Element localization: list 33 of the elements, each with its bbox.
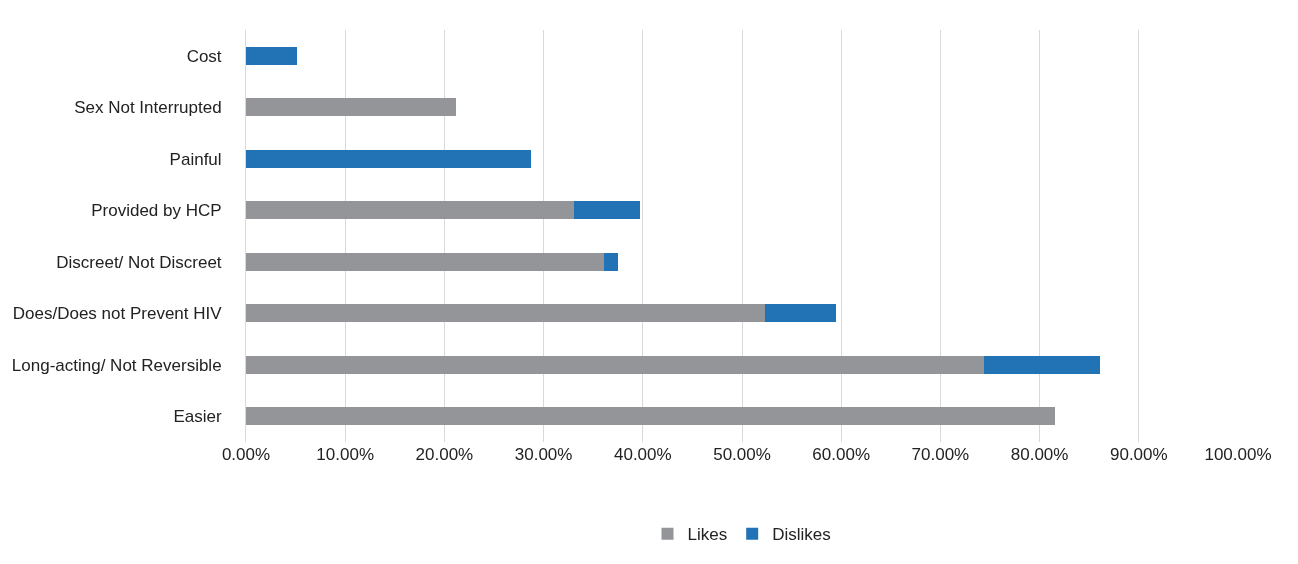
x-tick-label: 70.00% (911, 445, 970, 464)
bar (246, 149, 531, 168)
y-tick-label: Provided by HCP (91, 201, 222, 221)
y-tick-label: Does/Does not Prevent HIV (12, 304, 223, 324)
x-tick-label: 60.00% (812, 445, 871, 464)
bar (246, 407, 1056, 426)
y-tick-label: Long-acting/ Not Reversible (11, 355, 222, 375)
bar (246, 98, 457, 117)
x-tick-label: 80.00% (1010, 445, 1069, 464)
bar (246, 252, 605, 271)
legend-label: Likes (687, 525, 728, 545)
bar (246, 46, 297, 65)
x-tick-label: 0.00% (221, 445, 271, 464)
y-tick-label: Cost (186, 46, 222, 66)
x-tick-label: 20.00% (415, 445, 474, 464)
bar (246, 355, 985, 374)
y-tick-label: Discreet/ Not Discreet (56, 252, 222, 272)
bar (246, 304, 765, 323)
x-tick-label: 10.00% (316, 445, 375, 464)
bar (246, 201, 575, 220)
x-tick-label: 50.00% (713, 445, 771, 464)
bar (574, 201, 640, 220)
bar (604, 252, 618, 271)
x-tick-label: 90.00% (1109, 445, 1168, 464)
x-tick-label: 30.00% (514, 445, 573, 464)
x-tick-label: 40.00% (613, 445, 672, 464)
x-tick-label: 100.00% (1204, 445, 1272, 464)
bar (764, 304, 837, 323)
legend-label: Dislikes (772, 525, 831, 545)
y-tick-label: Painful (169, 149, 222, 169)
bar (984, 355, 1101, 374)
y-tick-label: Easier (173, 407, 222, 427)
y-tick-label: Sex Not Interrupted (74, 98, 222, 118)
